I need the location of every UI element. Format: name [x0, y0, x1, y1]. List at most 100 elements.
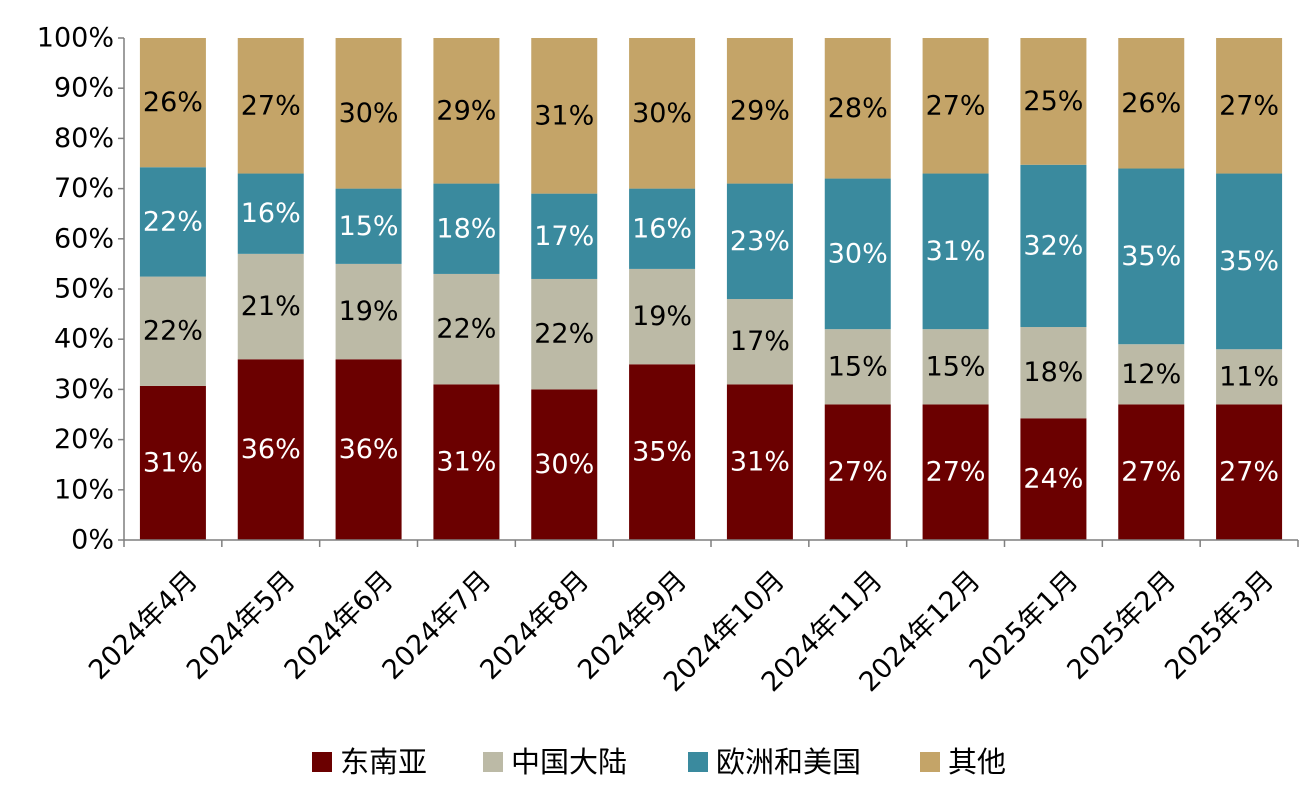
bar-data-label: 27% [926, 457, 986, 488]
bar-segment [1216, 173, 1283, 350]
bar-segment [139, 385, 206, 540]
bar-data-label: 11% [1219, 361, 1279, 392]
bar-data-label: 16% [241, 198, 301, 229]
bar-data-label: 26% [1121, 88, 1181, 119]
bar-segment [922, 329, 989, 405]
y-tick-label: 70% [54, 173, 114, 204]
bar-segment [629, 188, 696, 269]
bar-segment [824, 404, 891, 540]
bar-data-label: 35% [1121, 241, 1181, 272]
bar-segment [1020, 164, 1087, 328]
y-tick-label: 80% [54, 123, 114, 154]
bar-data-label: 27% [926, 90, 986, 121]
legend-swatch [483, 752, 503, 772]
bar-data-label: 27% [1219, 457, 1279, 488]
bar-data-label: 30% [534, 449, 594, 480]
bar-data-label: 18% [436, 213, 496, 244]
bar-segment [922, 173, 989, 330]
bar-data-label: 27% [241, 90, 301, 121]
legend-label: 东南亚 [340, 745, 427, 779]
bar-segment [1118, 38, 1185, 169]
bar-segment [922, 38, 989, 174]
bar-data-label: 27% [1219, 90, 1279, 121]
y-tick-label: 100% [37, 23, 114, 54]
bar-data-label: 35% [1219, 246, 1279, 277]
bar-data-label: 16% [632, 213, 692, 244]
bar-segment [1216, 404, 1283, 540]
bar-segment [335, 188, 402, 264]
bar-data-label: 18% [1023, 357, 1083, 388]
bar-data-label: 15% [926, 351, 986, 382]
bar-data-label: 31% [534, 100, 594, 131]
bar-data-label: 22% [534, 319, 594, 350]
bar-segment [335, 38, 402, 189]
bar-segment [531, 389, 598, 540]
bar-segment [139, 167, 206, 277]
bar-data-label: 32% [1023, 230, 1083, 261]
bar-segment [824, 178, 891, 330]
bar-segment [237, 253, 304, 360]
bar-segment [629, 268, 696, 365]
bar-segment [824, 329, 891, 405]
bar-data-label: 12% [1121, 359, 1181, 390]
bar-data-label: 29% [730, 95, 790, 126]
legend: 东南亚 中国大陆 欧洲和美国 其他 [312, 745, 1006, 779]
bar-data-label: 15% [828, 351, 888, 382]
bar-segment [237, 38, 304, 174]
bar-data-label: 15% [339, 211, 399, 242]
legend-label: 其他 [948, 745, 1006, 779]
bar-segment [433, 183, 500, 274]
bar-data-label: 30% [828, 238, 888, 269]
bar-segment [433, 38, 500, 184]
y-axis: 0% 10% 20% 30% 40% 50% 60% 70% 80% 90% 100% [37, 23, 125, 556]
legend-swatch [688, 752, 708, 772]
bar-segment [1020, 418, 1087, 540]
bar-segment [629, 364, 696, 540]
bar-segment [726, 384, 793, 540]
bar-data-label: 23% [730, 226, 790, 257]
y-tick-label: 40% [54, 324, 114, 355]
bar-data-label: 22% [436, 314, 496, 345]
y-tick-label: 60% [54, 223, 114, 254]
bar-segment [1118, 404, 1185, 540]
bar-data-label: 22% [143, 206, 203, 237]
bar-data-label: 26% [143, 87, 203, 118]
bar-data-label: 22% [143, 316, 203, 347]
bar-data-label: 36% [339, 434, 399, 465]
bar-data-label: 19% [632, 301, 692, 332]
bar-segment [531, 38, 598, 194]
bar-segment [139, 276, 206, 386]
bar-segment [139, 38, 206, 168]
bar-data-label: 21% [241, 291, 301, 322]
bar-data-label: 27% [828, 457, 888, 488]
bar-segment [237, 359, 304, 540]
y-tick-label: 50% [54, 274, 114, 305]
bar-segment [1020, 38, 1087, 165]
legend-swatch [312, 752, 332, 772]
bar-segment [922, 404, 989, 540]
bar-data-label: 29% [436, 95, 496, 126]
bar-segment [726, 38, 793, 184]
bar-data-label: 31% [143, 447, 203, 478]
bar-data-label: 35% [632, 437, 692, 468]
bar-data-label: 31% [436, 447, 496, 478]
bar-segment [237, 173, 304, 254]
bar-segment [824, 38, 891, 179]
y-tick-label: 90% [54, 73, 114, 104]
bar-segment [531, 278, 598, 390]
legend-label: 欧洲和美国 [716, 745, 861, 779]
y-tick-label: 0% [71, 525, 114, 556]
y-tick-label: 30% [54, 374, 114, 405]
bar-segment [629, 38, 696, 189]
legend-swatch [920, 752, 940, 772]
bar-data-label: 25% [1023, 86, 1083, 117]
y-tick-label: 10% [54, 474, 114, 505]
bar-segment [1118, 168, 1185, 345]
bar-data-label: 19% [339, 296, 399, 327]
legend-label: 中国大陆 [511, 745, 627, 779]
bar-data-label: 30% [632, 98, 692, 129]
bar-segment [1020, 327, 1087, 419]
bar-segment [433, 384, 500, 540]
bar-data-label: 17% [730, 326, 790, 357]
